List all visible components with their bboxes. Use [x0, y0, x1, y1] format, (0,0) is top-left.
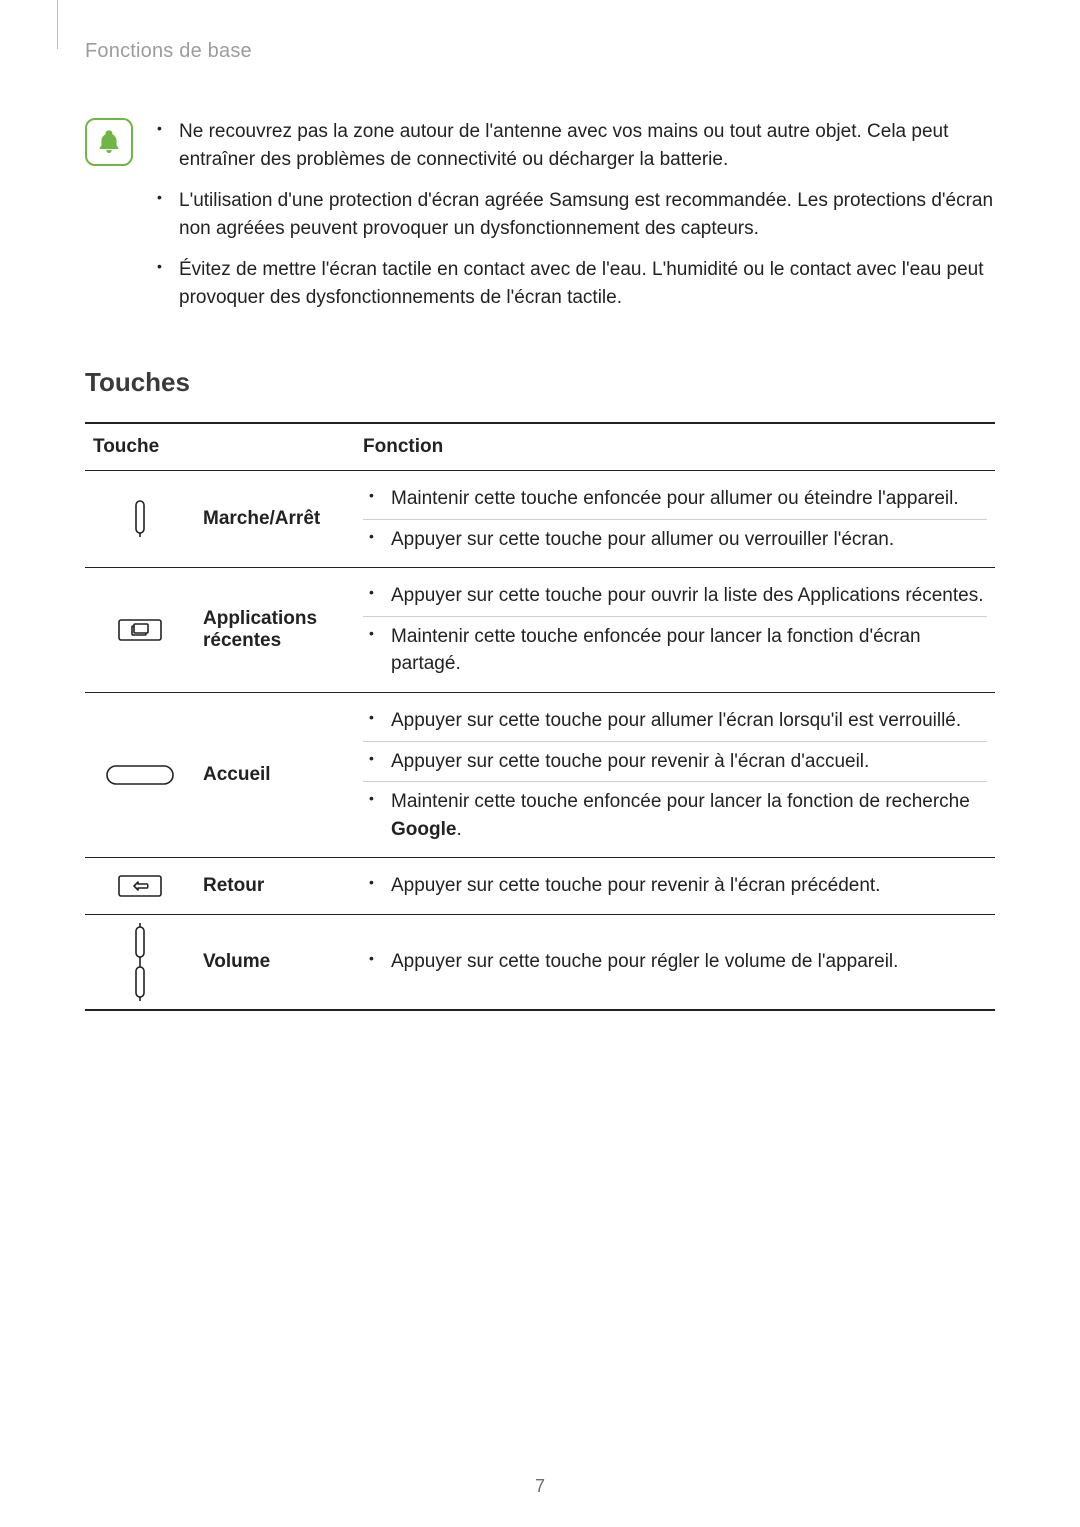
key-icon-home — [85, 693, 195, 858]
page-number: 7 — [0, 1476, 1080, 1497]
key-name-volume: Volume — [195, 914, 355, 1010]
key-function-item: Appuyer sur cette touche pour revenir à … — [363, 741, 987, 782]
notification-bell-icon — [85, 118, 133, 166]
info-note-item: Ne recouvrez pas la zone autour de l'ant… — [153, 118, 995, 173]
key-functions-home: Appuyer sur cette touche pour allumer l'… — [363, 701, 987, 849]
key-function-item: Maintenir cette touche enfoncée pour all… — [363, 479, 987, 519]
info-note-item: L'utilisation d'une protection d'écran a… — [153, 187, 995, 242]
key-function-item: Appuyer sur cette touche pour ouvrir la … — [363, 576, 987, 616]
power-button-icon — [93, 499, 187, 539]
volume-button-icon — [93, 923, 187, 1001]
table-header-function: Fonction — [355, 423, 995, 471]
key-function-item: Appuyer sur cette touche pour allumer ou… — [363, 519, 987, 560]
key-icon-power — [85, 471, 195, 568]
back-button-icon — [93, 874, 187, 898]
key-icon-volume — [85, 914, 195, 1010]
key-function-item: Maintenir cette touche enfoncée pour lan… — [363, 781, 987, 849]
keys-table: Touche Fonction Marche/Arrêt — [85, 422, 995, 1010]
key-function-item: Appuyer sur cette touche pour régler le … — [363, 942, 987, 982]
key-function-item: Appuyer sur cette touche pour allumer l'… — [363, 701, 987, 741]
key-name-back: Retour — [195, 858, 355, 915]
info-note-item: Évitez de mettre l'écran tactile en cont… — [153, 256, 995, 311]
key-functions-power: Maintenir cette touche enfoncée pour all… — [363, 479, 987, 559]
key-name-home: Accueil — [195, 693, 355, 858]
key-name-power: Marche/Arrêt — [195, 471, 355, 568]
key-functions-recents: Appuyer sur cette touche pour ouvrir la … — [363, 576, 987, 684]
key-function-item: Appuyer sur cette touche pour revenir à … — [363, 866, 987, 906]
home-button-icon — [93, 762, 187, 788]
key-function-item: Maintenir cette touche enfoncée pour lan… — [363, 616, 987, 684]
table-header-key: Touche — [85, 423, 355, 471]
recent-apps-icon — [93, 616, 187, 644]
key-functions-back: Appuyer sur cette touche pour revenir à … — [363, 866, 987, 906]
section-heading-touches: Touches — [85, 367, 995, 398]
page-margin-rule — [57, 0, 58, 49]
key-icon-recents — [85, 568, 195, 693]
breadcrumb-title: Fonctions de base — [85, 40, 995, 63]
key-name-recents: Applications récentes — [195, 568, 355, 693]
info-note-block: Ne recouvrez pas la zone autour de l'ant… — [85, 118, 995, 325]
key-functions-volume: Appuyer sur cette touche pour régler le … — [363, 942, 987, 982]
key-icon-back — [85, 858, 195, 915]
info-note-list: Ne recouvrez pas la zone autour de l'ant… — [153, 118, 995, 325]
